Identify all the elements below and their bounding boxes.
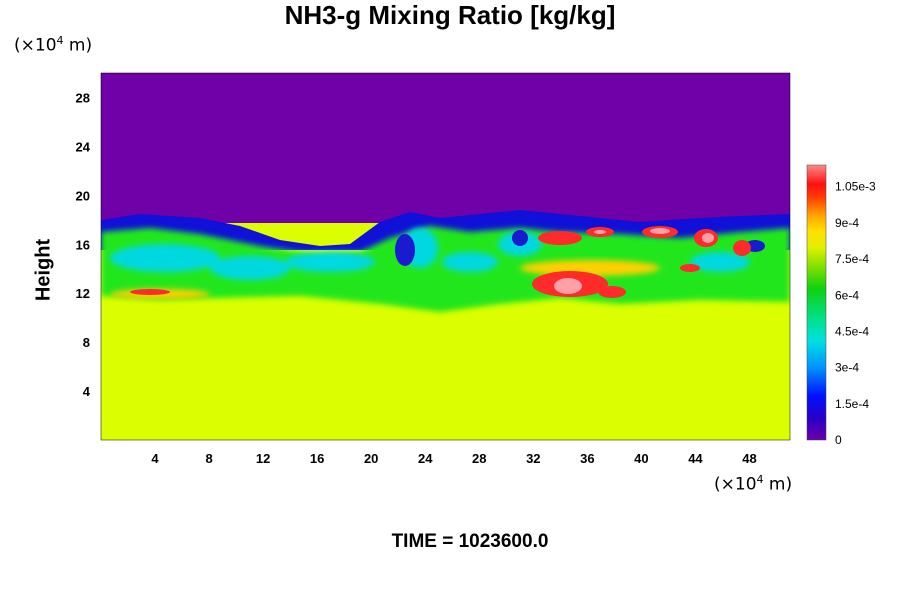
time-label: TIME = 1023600.0 [391, 531, 549, 552]
plot-frame [100, 72, 791, 441]
x-tick-label: 28 [472, 451, 486, 466]
colorbar-tick-label: 9e-4 [835, 216, 859, 230]
x-tick-label: 20 [364, 451, 378, 466]
upper-layer [101, 73, 790, 223]
y-tick-label: 24 [76, 139, 91, 154]
plot-area [101, 73, 790, 440]
colorbar-tick-label: 1.05e-3 [835, 180, 876, 194]
y-unit-label: (×104 m) [14, 34, 93, 56]
colorbar-tick-label: 0 [835, 433, 842, 447]
x-tick-label: 24 [418, 451, 433, 466]
x-tick-label: 36 [580, 451, 594, 466]
y-tick-label: 12 [76, 286, 90, 301]
chart-title: NH3-g Mixing Ratio [kg/kg] [284, 0, 616, 30]
y-ticks: 4 8 12 16 20 24 28 [76, 90, 91, 399]
colorbar-tick-label: 3e-4 [835, 361, 859, 375]
y-tick-label: 20 [76, 188, 90, 203]
x-tick-label: 44 [688, 451, 703, 466]
x-ticks: 4 8 12 16 20 24 28 32 36 40 44 48 [151, 451, 756, 466]
colorbar-tick-label: 4.5e-4 [835, 324, 869, 338]
x-tick-label: 8 [205, 451, 212, 466]
dark-pockets [395, 230, 765, 266]
x-tick-label: 48 [742, 451, 756, 466]
y-tick-label: 4 [83, 384, 91, 399]
x-tick-label: 4 [151, 451, 159, 466]
colorbar-tick-label: 6e-4 [835, 288, 859, 302]
y-tick-label: 16 [76, 237, 90, 252]
x-tick-label: 16 [310, 451, 324, 466]
colorbar-tick-label: 1.5e-4 [835, 397, 869, 411]
y-tick-label: 28 [76, 90, 90, 105]
x-tick-label: 32 [526, 451, 540, 466]
colorbar-ticks: 0 1.5e-4 3e-4 4.5e-4 6e-4 7.5e-4 9e-4 1.05e-3 [835, 180, 876, 447]
x-unit-label: (×104 m) [714, 473, 793, 495]
y-tick-label: 8 [83, 335, 90, 350]
x-tick-label: 12 [256, 451, 270, 466]
colorbar [806, 164, 827, 441]
colorbar-tick-label: 7.5e-4 [835, 252, 869, 266]
peak-pockets [554, 228, 714, 294]
x-tick-label: 40 [634, 451, 648, 466]
